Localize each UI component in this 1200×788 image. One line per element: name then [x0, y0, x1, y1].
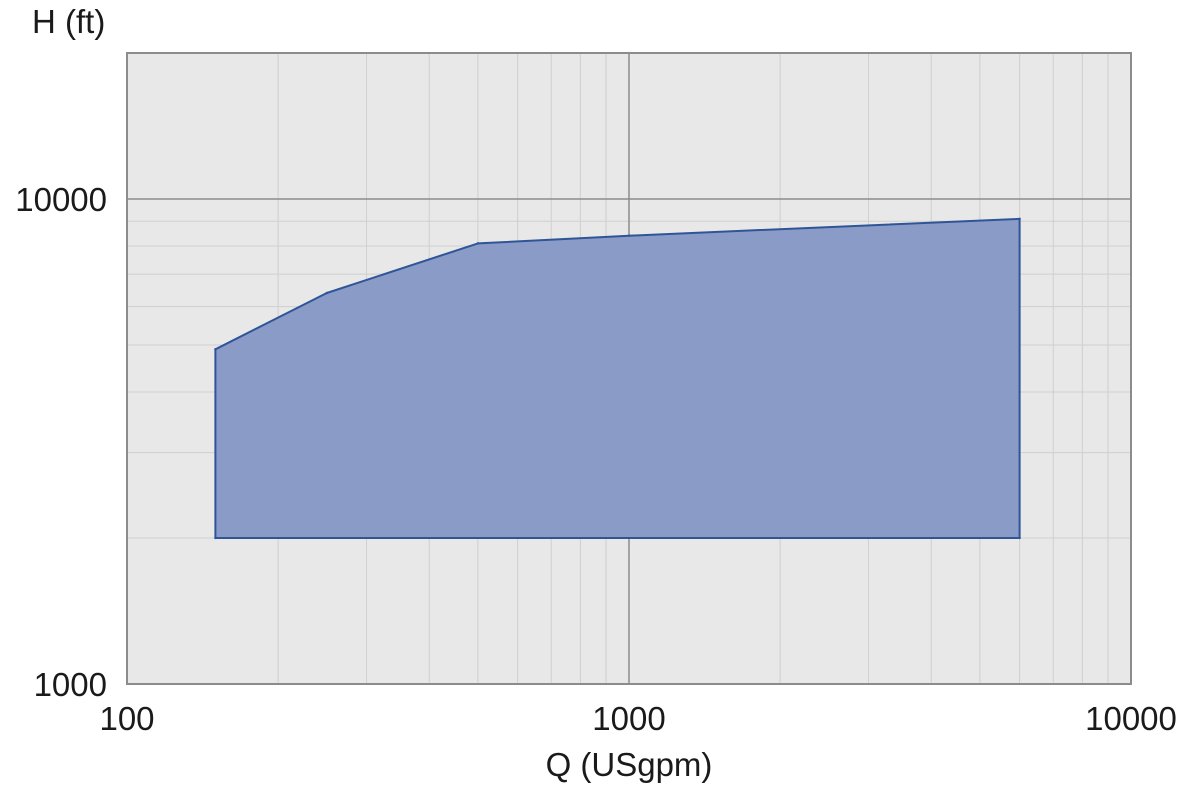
operating-envelope-area — [214, 217, 1021, 539]
x-tick-label: 100 — [99, 700, 154, 737]
x-tick-labels: 100 1000 10000 — [99, 700, 1176, 737]
y-tick-label: 1000 — [34, 666, 107, 703]
envelope-vertex — [214, 348, 217, 351]
y-tick-labels: 1000 10000 — [15, 181, 107, 703]
x-tick-label: 10000 — [1085, 700, 1177, 737]
y-axis-title: H (ft) — [32, 3, 105, 40]
y-tick-label: 10000 — [15, 181, 107, 218]
envelope-vertex — [1018, 217, 1021, 221]
x-tick-label: 1000 — [592, 700, 665, 737]
series-layer — [214, 217, 1021, 540]
envelope-vertex — [214, 536, 217, 540]
plot-frame — [126, 52, 1132, 685]
envelope-vertex — [476, 242, 480, 245]
envelope-vertex — [627, 234, 631, 237]
envelope-vertex — [325, 291, 328, 295]
x-axis-title: Q (USgpm) — [546, 746, 713, 783]
envelope-vertex — [1018, 536, 1021, 540]
